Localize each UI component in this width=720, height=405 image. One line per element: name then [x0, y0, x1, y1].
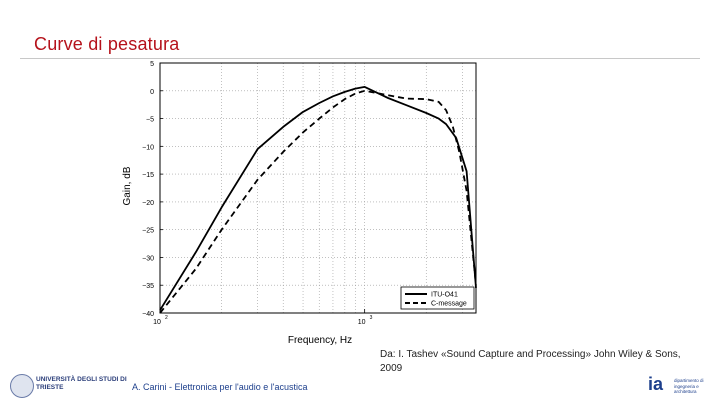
legend-label-itu-o41: ITU-O41: [431, 292, 458, 299]
university-logo-text: UNIVERSITÀ DEGLI STUDI DI TRIESTE: [36, 376, 127, 391]
y-axis-label: Gain, dB: [122, 166, 133, 205]
x-tick-label: 10: [153, 319, 161, 326]
source-citation: Da: I. Tashev «Sound Capture and Process…: [380, 349, 681, 374]
university-seal-icon: [10, 374, 34, 398]
series-line-itu-o41: [159, 86, 477, 311]
x-tick-exponent: 3: [370, 315, 373, 321]
y-tick-label: −10: [142, 144, 154, 151]
department-logo-mark: ia: [648, 374, 664, 394]
footer-author: A. Carini - Elettronica per l'audio e l'…: [132, 382, 308, 392]
series-lines: [159, 86, 477, 314]
slide-title: Curve di pesatura: [34, 34, 180, 54]
y-tick-label: −40: [142, 311, 154, 318]
y-tick-label: 5: [150, 61, 154, 68]
y-tick-label: −25: [142, 228, 154, 235]
plot-frame: [159, 62, 477, 314]
department-logo: ia dipartimento di ingegneria e architet…: [648, 372, 718, 404]
y-tick-label: 0: [150, 89, 154, 96]
university-logo: UNIVERSITÀ DEGLI STUDI DI TRIESTE: [10, 372, 130, 402]
x-tick-exponent: 2: [165, 315, 168, 321]
y-tick-label: −35: [142, 283, 154, 290]
y-tick-label: −30: [142, 255, 154, 262]
title-divider: [20, 58, 700, 59]
legend: ITU-O41 C-message: [400, 286, 475, 310]
x-tick-label: 10: [358, 319, 366, 326]
legend-label-c-message: C-message: [431, 301, 467, 308]
y-tick-label: −20: [142, 200, 154, 207]
y-tick-label: −5: [146, 117, 154, 124]
x-axis-label: Frequency, Hz: [288, 335, 352, 346]
department-logo-text: dipartimento di ingegneria e architettur…: [674, 378, 704, 394]
title-bar: Curve di pesatura: [20, 30, 700, 60]
legend-box: [400, 286, 475, 310]
series-line-c-message: [159, 89, 477, 314]
y-tick-label: −15: [142, 172, 154, 179]
